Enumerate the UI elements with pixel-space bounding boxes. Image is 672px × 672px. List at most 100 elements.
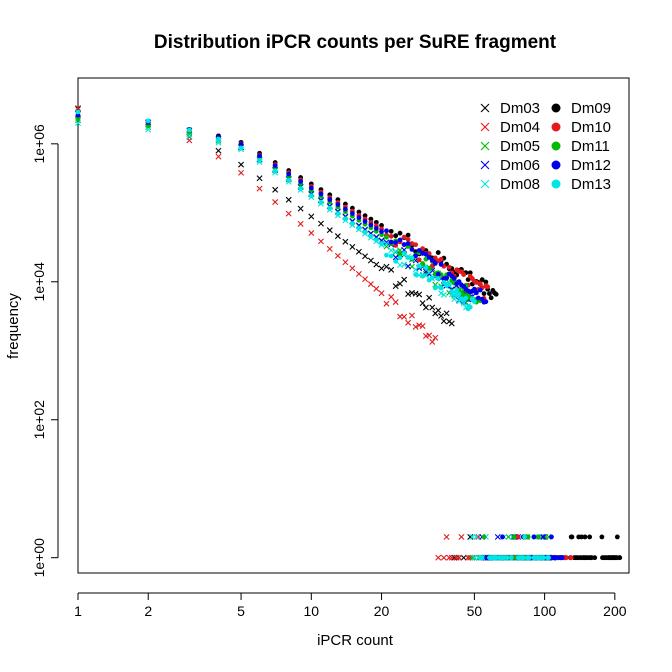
point-dm04 [448, 554, 455, 561]
point-dm09 [362, 213, 368, 219]
legend-marker-dm10 [551, 122, 561, 132]
point-dm10 [461, 272, 467, 277]
point-dm04 [419, 323, 426, 329]
point-dm04 [355, 270, 362, 277]
x-axis: 1 2 5 10 20 50 100 200 [74, 592, 627, 619]
point-dm13 [463, 295, 469, 301]
point-dm13 [438, 285, 444, 291]
point-dm10 [405, 237, 411, 242]
point-dm04 [405, 319, 412, 326]
point-dm11 [481, 534, 487, 540]
point-dm08 [440, 291, 447, 298]
point-dm09 [599, 534, 605, 540]
legend-marker-dm05 [480, 141, 490, 151]
point-dm11 [461, 292, 467, 298]
point-dm03 [401, 276, 408, 283]
point-dm03 [451, 554, 458, 561]
point-dm13 [318, 199, 324, 205]
point-dm09 [393, 233, 399, 239]
point-dm13 [257, 158, 262, 163]
point-dm13 [349, 221, 355, 227]
point-dm04 [383, 300, 390, 307]
point-dm10 [446, 264, 452, 270]
point-dm03 [438, 312, 445, 319]
point-dm12 [368, 222, 374, 228]
point-dm10 [401, 234, 407, 240]
x-tick-label: 200 [603, 603, 627, 619]
legend-marker-dm08 [480, 179, 490, 189]
point-dm09 [483, 279, 489, 285]
point-dm04 [317, 238, 324, 245]
point-dm08 [426, 269, 433, 276]
point-dm03 [426, 294, 433, 301]
legend-marker-dm04 [480, 122, 490, 132]
point-dm08 [392, 248, 399, 255]
point-dm09 [569, 534, 575, 540]
point-dm04 [238, 169, 245, 176]
point-dm03 [392, 283, 399, 290]
point-dm06 [494, 533, 501, 540]
point-dm08 [460, 300, 467, 307]
point-dm13 [238, 145, 244, 151]
point-dm08 [412, 266, 419, 273]
series-dm04 [75, 105, 515, 561]
point-dm12 [475, 295, 481, 301]
point-dm04 [334, 252, 341, 259]
point-dm13 [405, 255, 411, 260]
x-tick-label: 2 [144, 603, 152, 619]
point-dm12 [416, 248, 422, 253]
point-dm04 [326, 245, 333, 252]
point-dm11 [511, 534, 517, 540]
point-dm13 [420, 273, 426, 279]
point-dm10 [477, 281, 483, 287]
point-dm13 [393, 258, 399, 264]
point-dm12 [318, 191, 324, 197]
point-dm13 [373, 237, 379, 243]
y-tick-label: 1e+06 [31, 124, 47, 164]
point-dm08 [388, 247, 395, 254]
point-dm13 [401, 250, 407, 256]
point-dm13 [413, 272, 419, 277]
point-dm13 [145, 118, 151, 124]
legend-label-dm03: Dm03 [500, 100, 540, 117]
point-dm09 [379, 223, 384, 228]
point-dm06 [383, 239, 390, 246]
point-dm12 [477, 287, 483, 293]
point-dm03 [422, 304, 429, 311]
legend-marker-dm13 [551, 179, 561, 189]
point-dm12 [451, 276, 457, 281]
point-dm13 [467, 304, 473, 310]
point-dm13 [379, 241, 384, 246]
point-dm13 [286, 177, 292, 183]
point-dm04 [378, 290, 385, 297]
point-dm04 [446, 554, 453, 561]
point-dm13 [186, 127, 192, 133]
point-dm03 [285, 196, 292, 203]
point-dm13 [75, 109, 81, 115]
point-dm04 [362, 276, 369, 283]
point-dm12 [335, 202, 341, 207]
point-dm12 [349, 211, 355, 216]
point-dm13 [432, 285, 438, 291]
point-dm11 [535, 534, 541, 540]
point-dm13 [327, 205, 333, 211]
point-dm04 [367, 281, 374, 288]
point-dm04 [349, 265, 356, 272]
point-dm13 [298, 186, 304, 191]
point-dm10 [515, 534, 521, 540]
point-dm12 [549, 534, 554, 540]
point-dm13 [335, 211, 341, 217]
point-dm03 [215, 147, 222, 154]
point-dm13 [508, 555, 514, 561]
point-dm10 [413, 242, 419, 248]
point-dm10 [438, 256, 444, 262]
point-dm13 [446, 281, 452, 287]
point-dm04 [435, 554, 442, 561]
point-dm09 [435, 250, 441, 255]
point-dm12 [308, 185, 314, 191]
x-tick-label: 50 [467, 603, 483, 619]
point-dm03 [349, 243, 356, 250]
point-dm13 [471, 299, 477, 304]
point-dm13 [368, 233, 374, 239]
